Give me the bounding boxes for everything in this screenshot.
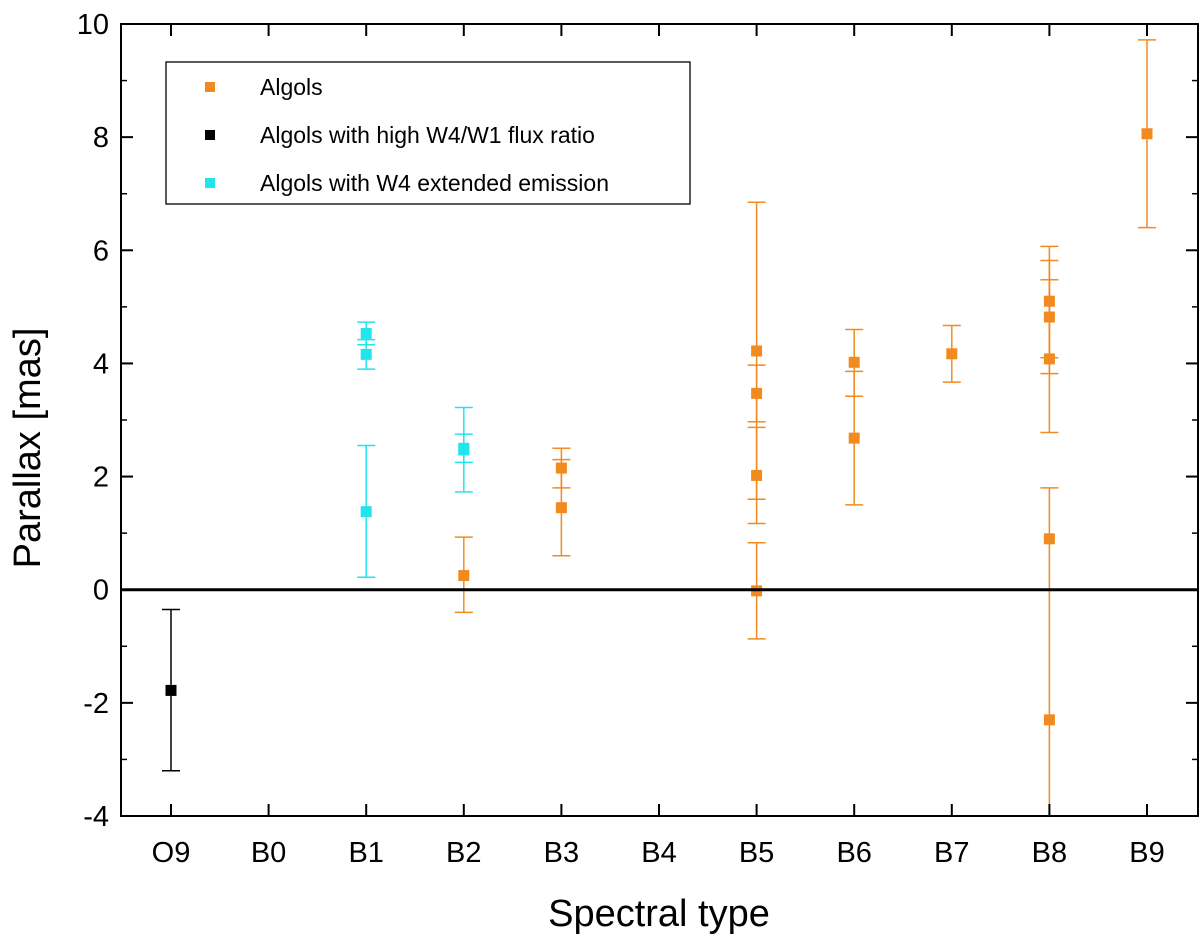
legend-label: Algols with high W4/W1 flux ratio xyxy=(260,122,595,148)
data-point xyxy=(360,506,372,518)
y-tick-label: -4 xyxy=(83,801,109,833)
data-point xyxy=(1043,311,1055,323)
legend-swatch xyxy=(205,82,215,92)
data-point xyxy=(458,570,470,582)
data-point xyxy=(751,345,763,357)
data-point xyxy=(555,502,567,514)
data-point xyxy=(360,348,372,360)
data-point xyxy=(751,387,763,399)
x-tick-label: B5 xyxy=(739,837,774,869)
y-tick-label: 2 xyxy=(93,462,109,494)
x-tick-label: B8 xyxy=(1032,837,1067,869)
x-axis-title: Spectral type xyxy=(548,893,770,935)
x-tick-label: B2 xyxy=(446,837,481,869)
data-point xyxy=(555,462,567,474)
legend-label: Algols xyxy=(260,74,323,100)
x-tick-label: B1 xyxy=(348,837,383,869)
x-tick-label: B7 xyxy=(934,837,969,869)
legend-swatch xyxy=(205,130,215,140)
legend: Algols Algols with high W4/W1 flux ratio A… xyxy=(165,61,691,205)
y-tick-label: 0 xyxy=(93,575,109,607)
data-point xyxy=(848,356,860,368)
axes: -4 -2 0 2 4 6 8 10 O9 B0 B1 B2 B3 B4 B5 B6 B7 B8 B9 xyxy=(77,9,1199,869)
data-point xyxy=(360,327,372,339)
legend-label: Algols with W4 extended emission xyxy=(260,170,609,196)
y-tick-label: 4 xyxy=(93,348,109,380)
data-point xyxy=(1043,714,1055,726)
x-tick-label: B0 xyxy=(251,837,286,869)
data-point xyxy=(1043,533,1055,545)
y-tick-label: 8 xyxy=(93,122,109,154)
y-tick-label: 10 xyxy=(77,9,109,41)
legend-box xyxy=(165,61,691,205)
x-tick-label: B3 xyxy=(544,837,579,869)
data-point xyxy=(1043,295,1055,307)
data-point xyxy=(946,348,958,360)
data-points xyxy=(165,128,1153,726)
x-tick-label: O9 xyxy=(152,837,191,869)
data-point xyxy=(458,444,470,456)
data-point xyxy=(848,432,860,444)
data-point xyxy=(1141,128,1153,140)
y-axis-title: Parallax [mas] xyxy=(7,328,49,569)
x-tick-label: B9 xyxy=(1129,837,1164,869)
legend-swatch xyxy=(205,178,215,188)
y-tick-label: 6 xyxy=(93,235,109,267)
x-tick-label: B6 xyxy=(836,837,871,869)
y-tick-label: -2 xyxy=(83,688,109,720)
x-tick-label: B4 xyxy=(641,837,676,869)
data-point xyxy=(165,684,177,696)
data-point xyxy=(751,469,763,481)
data-point xyxy=(1043,353,1055,365)
